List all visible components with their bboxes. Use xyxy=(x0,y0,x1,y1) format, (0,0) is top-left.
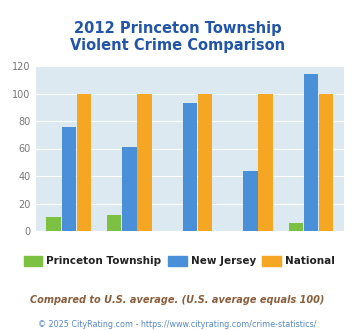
Text: © 2025 CityRating.com - https://www.cityrating.com/crime-statistics/: © 2025 CityRating.com - https://www.city… xyxy=(38,320,317,329)
Legend: Princeton Township, New Jersey, National: Princeton Township, New Jersey, National xyxy=(20,251,339,270)
Bar xyxy=(198,93,212,231)
Bar xyxy=(77,93,91,231)
Text: 2012 Princeton Township: 2012 Princeton Township xyxy=(74,21,281,36)
Text: Violent Crime Comparison: Violent Crime Comparison xyxy=(70,38,285,53)
Bar xyxy=(47,217,61,231)
Bar xyxy=(319,93,333,231)
Bar xyxy=(107,214,121,231)
Bar xyxy=(61,126,76,231)
Bar xyxy=(137,93,152,231)
Text: Compared to U.S. average. (U.S. average equals 100): Compared to U.S. average. (U.S. average … xyxy=(30,295,325,305)
Bar xyxy=(243,171,258,231)
Bar xyxy=(183,103,197,231)
Bar xyxy=(122,147,137,231)
Bar xyxy=(289,223,303,231)
Bar xyxy=(304,74,318,231)
Bar xyxy=(258,93,273,231)
